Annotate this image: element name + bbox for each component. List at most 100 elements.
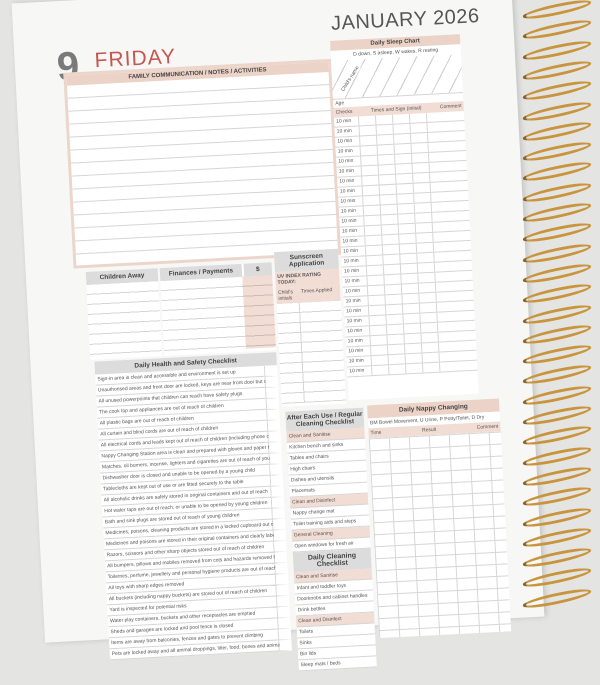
sleep-cell [379, 184, 398, 195]
sunscreen-box: Sunscreen Application UV INDEX RATING TO… [273, 248, 346, 407]
notes-lines [66, 72, 338, 255]
sleep-cell [418, 272, 436, 283]
sleep-cell [418, 282, 437, 293]
times-applied-label: Times Applied [300, 287, 333, 295]
spiral-binding [510, 0, 600, 611]
sleep-interval: 10 min [336, 156, 362, 167]
sleep-interval: 10 min [341, 266, 368, 277]
sleep-interval: 10 min [345, 336, 371, 347]
sleep-cell [398, 213, 416, 224]
binding-ring [521, 138, 593, 165]
sleep-cell [381, 214, 399, 225]
sleep-interval: 10 min [335, 136, 361, 147]
binding-ring [521, 484, 593, 510]
sleep-cell [414, 202, 433, 213]
finances-box: Finances / Payments $ [159, 262, 277, 357]
sleep-cell [367, 275, 385, 286]
sleep-cell [377, 144, 395, 155]
sleep-cell [381, 224, 400, 235]
sleep-cell [365, 245, 384, 256]
sleep-cell [402, 303, 421, 314]
amount-label: $ [243, 262, 273, 277]
sleep-cell [389, 364, 407, 375]
sleep-cell [369, 325, 388, 336]
sleep-cell [411, 142, 429, 153]
sleep-cell [393, 133, 412, 144]
sleep-cell [362, 185, 381, 196]
sleep-interval: 10 min [343, 296, 369, 307]
comment-label: Comment [439, 103, 462, 111]
sleep-cell [369, 315, 387, 326]
sleep-cell [387, 344, 406, 355]
sleep-cell [382, 234, 400, 245]
binding-ring [521, 37, 593, 63]
time-label: Time [370, 429, 382, 437]
sleep-cell [410, 122, 428, 133]
sleep-cell [421, 342, 440, 353]
sleep-cell [406, 363, 424, 374]
binding-ring [521, 240, 593, 266]
sleep-cell [386, 324, 405, 335]
month-year: JANUARY 2026 [330, 5, 481, 35]
sleep-interval: 10 min [339, 226, 366, 237]
sleep-cell [421, 332, 439, 343]
sleep-cell [367, 285, 386, 296]
sleep-cell [405, 353, 423, 364]
sleep-cell [378, 154, 396, 165]
sleep-cell [366, 255, 384, 266]
after-use-checklist: After Each Use / Regular Cleaning Checkl… [285, 407, 377, 672]
sleep-cell [385, 294, 403, 305]
binding-ring [521, 423, 593, 449]
sleep-cell [364, 225, 383, 236]
sleep-cell [375, 114, 394, 125]
binding-ring [521, 57, 593, 84]
sleep-cell [403, 323, 422, 334]
sleep-cell [377, 134, 395, 145]
sleep-cell [360, 145, 379, 156]
sleep-interval: 10 min [343, 306, 370, 317]
sleep-cell [362, 175, 380, 186]
binding-ring [521, 159, 593, 185]
sleep-cell [361, 165, 380, 176]
sleep-cell [387, 334, 405, 345]
binding-ring [521, 362, 593, 388]
sleep-cell [380, 204, 399, 215]
sleep-cell [370, 335, 388, 346]
sleep-cell [359, 125, 377, 136]
sleep-cell [413, 182, 432, 193]
sleep-interval: 10 min [336, 166, 363, 177]
sleep-cell [395, 163, 414, 174]
sleep-interval: 10 min [347, 366, 373, 377]
sleep-cell [368, 305, 387, 316]
sleep-cell [419, 302, 438, 313]
sleep-cell [402, 293, 420, 304]
sleep-interval: 10 min [337, 176, 363, 187]
sleep-cell [397, 193, 415, 204]
binding-ring [521, 301, 593, 327]
sleep-cell [358, 115, 377, 126]
sleep-cell [404, 343, 423, 354]
sleep-cell [403, 313, 421, 324]
binding-ring [521, 199, 593, 226]
sleep-cell [422, 362, 441, 373]
sleep-interval: 10 min [334, 126, 360, 137]
binding-ring [521, 118, 593, 144]
sleep-cell [417, 262, 436, 273]
sleep-cell [410, 132, 429, 143]
sleep-interval: 10 min [337, 186, 364, 197]
sleep-cell [372, 365, 390, 376]
sleep-interval: 10 min [345, 326, 371, 337]
sleep-cell [400, 263, 419, 274]
health-safety-checklist: Daily Health and Safety Checklist Sign-i… [94, 352, 292, 661]
initials-label: Child's initials [277, 289, 294, 302]
sleep-cell [368, 295, 386, 306]
nappy-grid [368, 431, 512, 639]
sleep-interval: 10 min [346, 346, 372, 357]
sleep-cell [420, 322, 439, 333]
binding-ring [521, 179, 593, 205]
sleep-cell [380, 194, 398, 205]
sleep-cell [401, 273, 419, 284]
family-communication-box: FAMILY COMMUNICATION / NOTES / ACTIVITIE… [63, 58, 342, 269]
sleep-cell [412, 162, 430, 173]
sleep-interval: 10 min [346, 356, 373, 367]
